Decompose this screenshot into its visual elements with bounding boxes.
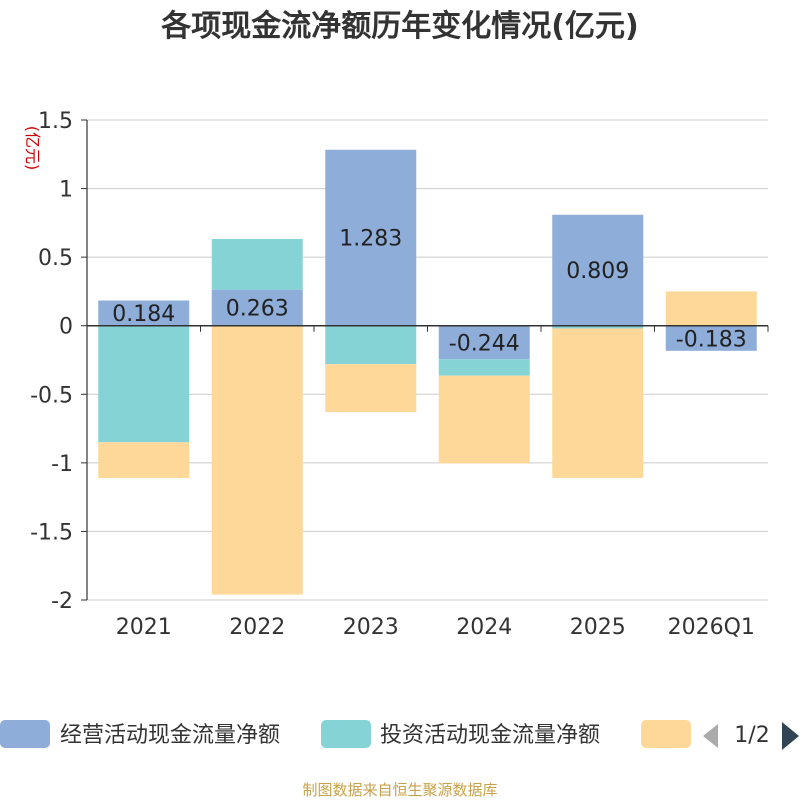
x-tick-label: 2024 (456, 615, 512, 640)
bar-2024-series-3[interactable] (438, 375, 530, 464)
bar-2021-series-3[interactable] (98, 442, 190, 478)
bar-2025-series-2[interactable] (552, 325, 644, 329)
legend-swatch-1[interactable] (0, 720, 50, 748)
chart-title: 各项现金流净额历年变化情况(亿元) (160, 9, 638, 44)
legend-prev-page-icon[interactable] (703, 724, 718, 748)
source-note: 制图数据来自恒生聚源数据库 (302, 781, 497, 799)
y-tick-label: 0 (59, 315, 73, 340)
x-tick-label: 2021 (116, 615, 172, 640)
bar-2025-series-3[interactable] (552, 328, 644, 478)
bar-2021-series-2[interactable] (98, 325, 190, 443)
y-tick-label: -0.5 (30, 383, 73, 408)
data-label: -0.244 (449, 331, 520, 356)
x-tick-label: 2023 (343, 615, 399, 640)
data-label: 0.263 (226, 297, 289, 322)
legend-label-1[interactable]: 经营活动现金流量净额 (60, 723, 280, 748)
bar-2023-series-1[interactable] (325, 149, 417, 326)
data-label: 0.184 (112, 302, 175, 327)
y-tick-label: -2 (51, 589, 73, 614)
y-tick-label: 1.5 (38, 109, 73, 134)
x-tick-label: 2022 (229, 615, 285, 640)
bar-2023-series-3[interactable] (325, 364, 417, 413)
bar-2024-series-1[interactable] (438, 325, 530, 360)
bar-2022-series-2[interactable] (211, 238, 303, 290)
x-tick-label: 2026Q1 (668, 615, 755, 640)
y-axis-unit: (亿元) (23, 126, 42, 171)
x-tick-label: 2025 (570, 615, 626, 640)
bar-2023-series-2[interactable] (325, 325, 417, 365)
grid-lines (87, 119, 768, 601)
bar-2024-series-2[interactable] (438, 359, 530, 376)
bar-2026Q1-series-3[interactable] (665, 291, 757, 326)
bar-series (98, 149, 757, 595)
data-labels: 0.184 0.263 1.283 -0.244 0.809 -0.183 (112, 227, 746, 357)
y-tick-label: 1 (59, 178, 73, 203)
data-label: 1.283 (339, 227, 402, 252)
data-label: 0.809 (566, 259, 629, 284)
bar-2025-series-1[interactable] (552, 214, 644, 326)
data-label: -0.183 (676, 327, 747, 352)
y-tick-label: -1.5 (30, 520, 73, 545)
legend-page-indicator: 1/2 (734, 723, 769, 748)
bar-2022-series-1[interactable] (211, 289, 303, 326)
bar-2026Q1-series-1[interactable] (665, 325, 757, 351)
bar-2022-series-3[interactable] (211, 325, 303, 595)
bar-2021-series-1[interactable] (98, 300, 190, 326)
legend-swatch-3[interactable] (641, 720, 691, 748)
legend: 经营活动现金流量净额 投资活动现金流量净额 1/2 (0, 720, 799, 750)
legend-label-2[interactable]: 投资活动现金流量净额 (380, 723, 600, 748)
legend-swatch-2[interactable] (321, 720, 371, 748)
legend-next-page-icon[interactable] (782, 722, 799, 750)
axes: 1.5 1 0.5 0 -0.5 -1 -1.5 -2 2021 2022 2023 2024 2025… (30, 109, 769, 640)
y-tick-label: -1 (51, 452, 73, 477)
y-tick-label: 0.5 (38, 246, 73, 271)
